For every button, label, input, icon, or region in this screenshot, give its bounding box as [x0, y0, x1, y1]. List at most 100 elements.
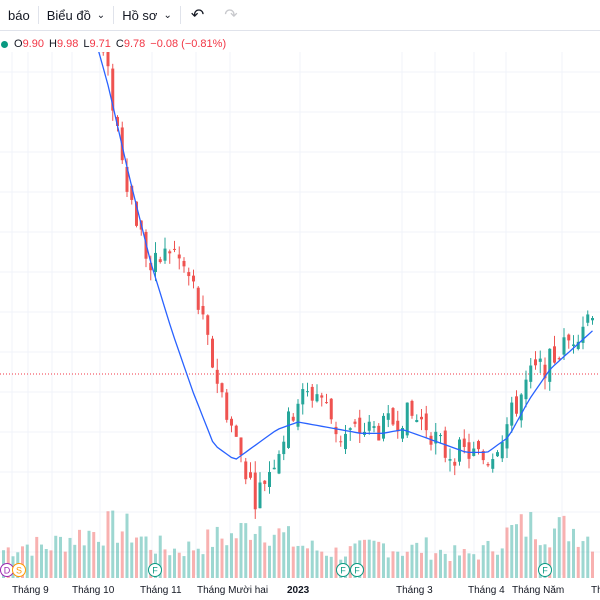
candle-body: [272, 467, 276, 470]
candle-body: [591, 318, 594, 321]
volume-bar: [63, 551, 67, 578]
volume-bar: [101, 545, 105, 578]
volume-bar: [548, 547, 552, 578]
volume-bar: [477, 559, 480, 578]
event-marker-f[interactable]: F: [538, 563, 552, 577]
candle-body: [315, 394, 319, 402]
volume-bar: [111, 510, 115, 578]
volume-bar: [486, 540, 490, 578]
candle-body: [386, 413, 390, 420]
event-marker-circle: [350, 563, 364, 577]
volume-bar: [567, 541, 571, 578]
candle-body: [291, 416, 295, 421]
volume-bar: [329, 556, 333, 578]
candle-body: [420, 416, 423, 420]
close-value: 9.78: [123, 38, 146, 50]
candle-body: [510, 402, 514, 426]
volume-bar: [234, 538, 238, 578]
candle-body: [358, 417, 362, 434]
x-axis-label: Tháng 11: [140, 585, 182, 596]
volume-bar: [116, 542, 119, 578]
candle-body: [239, 437, 243, 456]
volume-bar: [54, 535, 58, 578]
candle-body: [296, 403, 300, 427]
candle-body: [258, 482, 262, 509]
candle-body: [215, 369, 219, 384]
candle-body: [263, 480, 267, 484]
event-marker-s[interactable]: S: [12, 563, 26, 577]
candle-body: [282, 441, 286, 455]
top-toolbar: báo Biểu đồ ⌄ Hồ sơ ⌄ ↶ ↷: [0, 0, 600, 31]
candle-body: [287, 411, 290, 448]
volume-bar: [135, 537, 138, 578]
toolbar-item-bao[interactable]: báo: [0, 0, 38, 30]
volume-bar: [524, 536, 528, 578]
candle-body: [277, 454, 281, 474]
volume-bar: [538, 545, 542, 578]
x-axis: Tháng 9 Tháng 10 Tháng 11 Tháng Mười hai 202…: [12, 585, 600, 596]
candle-body: [116, 116, 119, 126]
candle-body: [348, 428, 352, 430]
event-marker-circle: [538, 563, 552, 577]
candle-body: [249, 472, 252, 478]
event-marker-label: F: [152, 566, 158, 576]
candle-body: [462, 438, 466, 447]
volume-bar: [40, 544, 43, 578]
candle-body: [220, 383, 224, 393]
redo-button[interactable]: ↷: [214, 0, 247, 30]
volume-bar: [310, 540, 314, 578]
volume-bar: [443, 553, 447, 578]
event-marker-f[interactable]: F: [350, 563, 364, 577]
low-label: L: [83, 38, 90, 50]
candle-body: [244, 461, 248, 480]
volume-bar: [263, 542, 267, 578]
volume-bar: [239, 522, 243, 578]
low-value: 9.71: [89, 38, 111, 50]
event-marker-label: F: [354, 566, 360, 576]
volume-bar: [78, 529, 81, 578]
close-label: C: [115, 38, 124, 50]
open-label: O: [14, 38, 23, 50]
volume-bar: [87, 530, 91, 578]
undo-icon: ↶: [190, 7, 205, 24]
volume-bar: [272, 534, 276, 578]
candle-body: [391, 408, 395, 425]
volume-bar: [496, 554, 499, 578]
volume-bar: [424, 537, 428, 578]
volume-bar: [306, 548, 309, 578]
candles: [101, 52, 594, 519]
volume-bar: [220, 538, 224, 578]
volume-bar: [130, 542, 134, 578]
undo-button[interactable]: ↶: [181, 0, 214, 30]
volume-bar: [453, 545, 457, 578]
volume-bar: [139, 536, 143, 578]
x-axis-label: Tháng Mười hai: [197, 585, 268, 596]
volume-bar: [92, 532, 96, 578]
event-marker-f[interactable]: F: [336, 563, 350, 577]
volume-bar: [21, 546, 24, 578]
x-axis-label: 2023: [287, 585, 310, 596]
candle-body: [453, 461, 457, 466]
chart-menu-button[interactable]: Biểu đồ ⌄: [39, 0, 113, 30]
volume-bar: [553, 528, 556, 578]
candle-body: [192, 275, 195, 282]
profile-menu-button[interactable]: Hồ sơ ⌄: [114, 0, 180, 30]
volume-bar: [73, 544, 77, 578]
candle-body: [106, 52, 110, 67]
volume-bar: [125, 513, 129, 578]
candle-body: [353, 421, 357, 424]
profile-menu-label: Hồ sơ: [122, 7, 158, 23]
volume-bar: [258, 526, 262, 578]
volume-bar: [515, 524, 518, 578]
volume-bar: [149, 549, 153, 578]
volume-bar: [481, 545, 485, 578]
candle-body: [477, 441, 480, 450]
candle-body: [325, 402, 328, 404]
event-marker-d[interactable]: D: [0, 563, 14, 577]
event-marker-f[interactable]: F: [148, 563, 162, 577]
volume-bar: [315, 550, 319, 578]
x-axis-label: Th: [591, 585, 600, 596]
candle-body: [125, 166, 129, 192]
